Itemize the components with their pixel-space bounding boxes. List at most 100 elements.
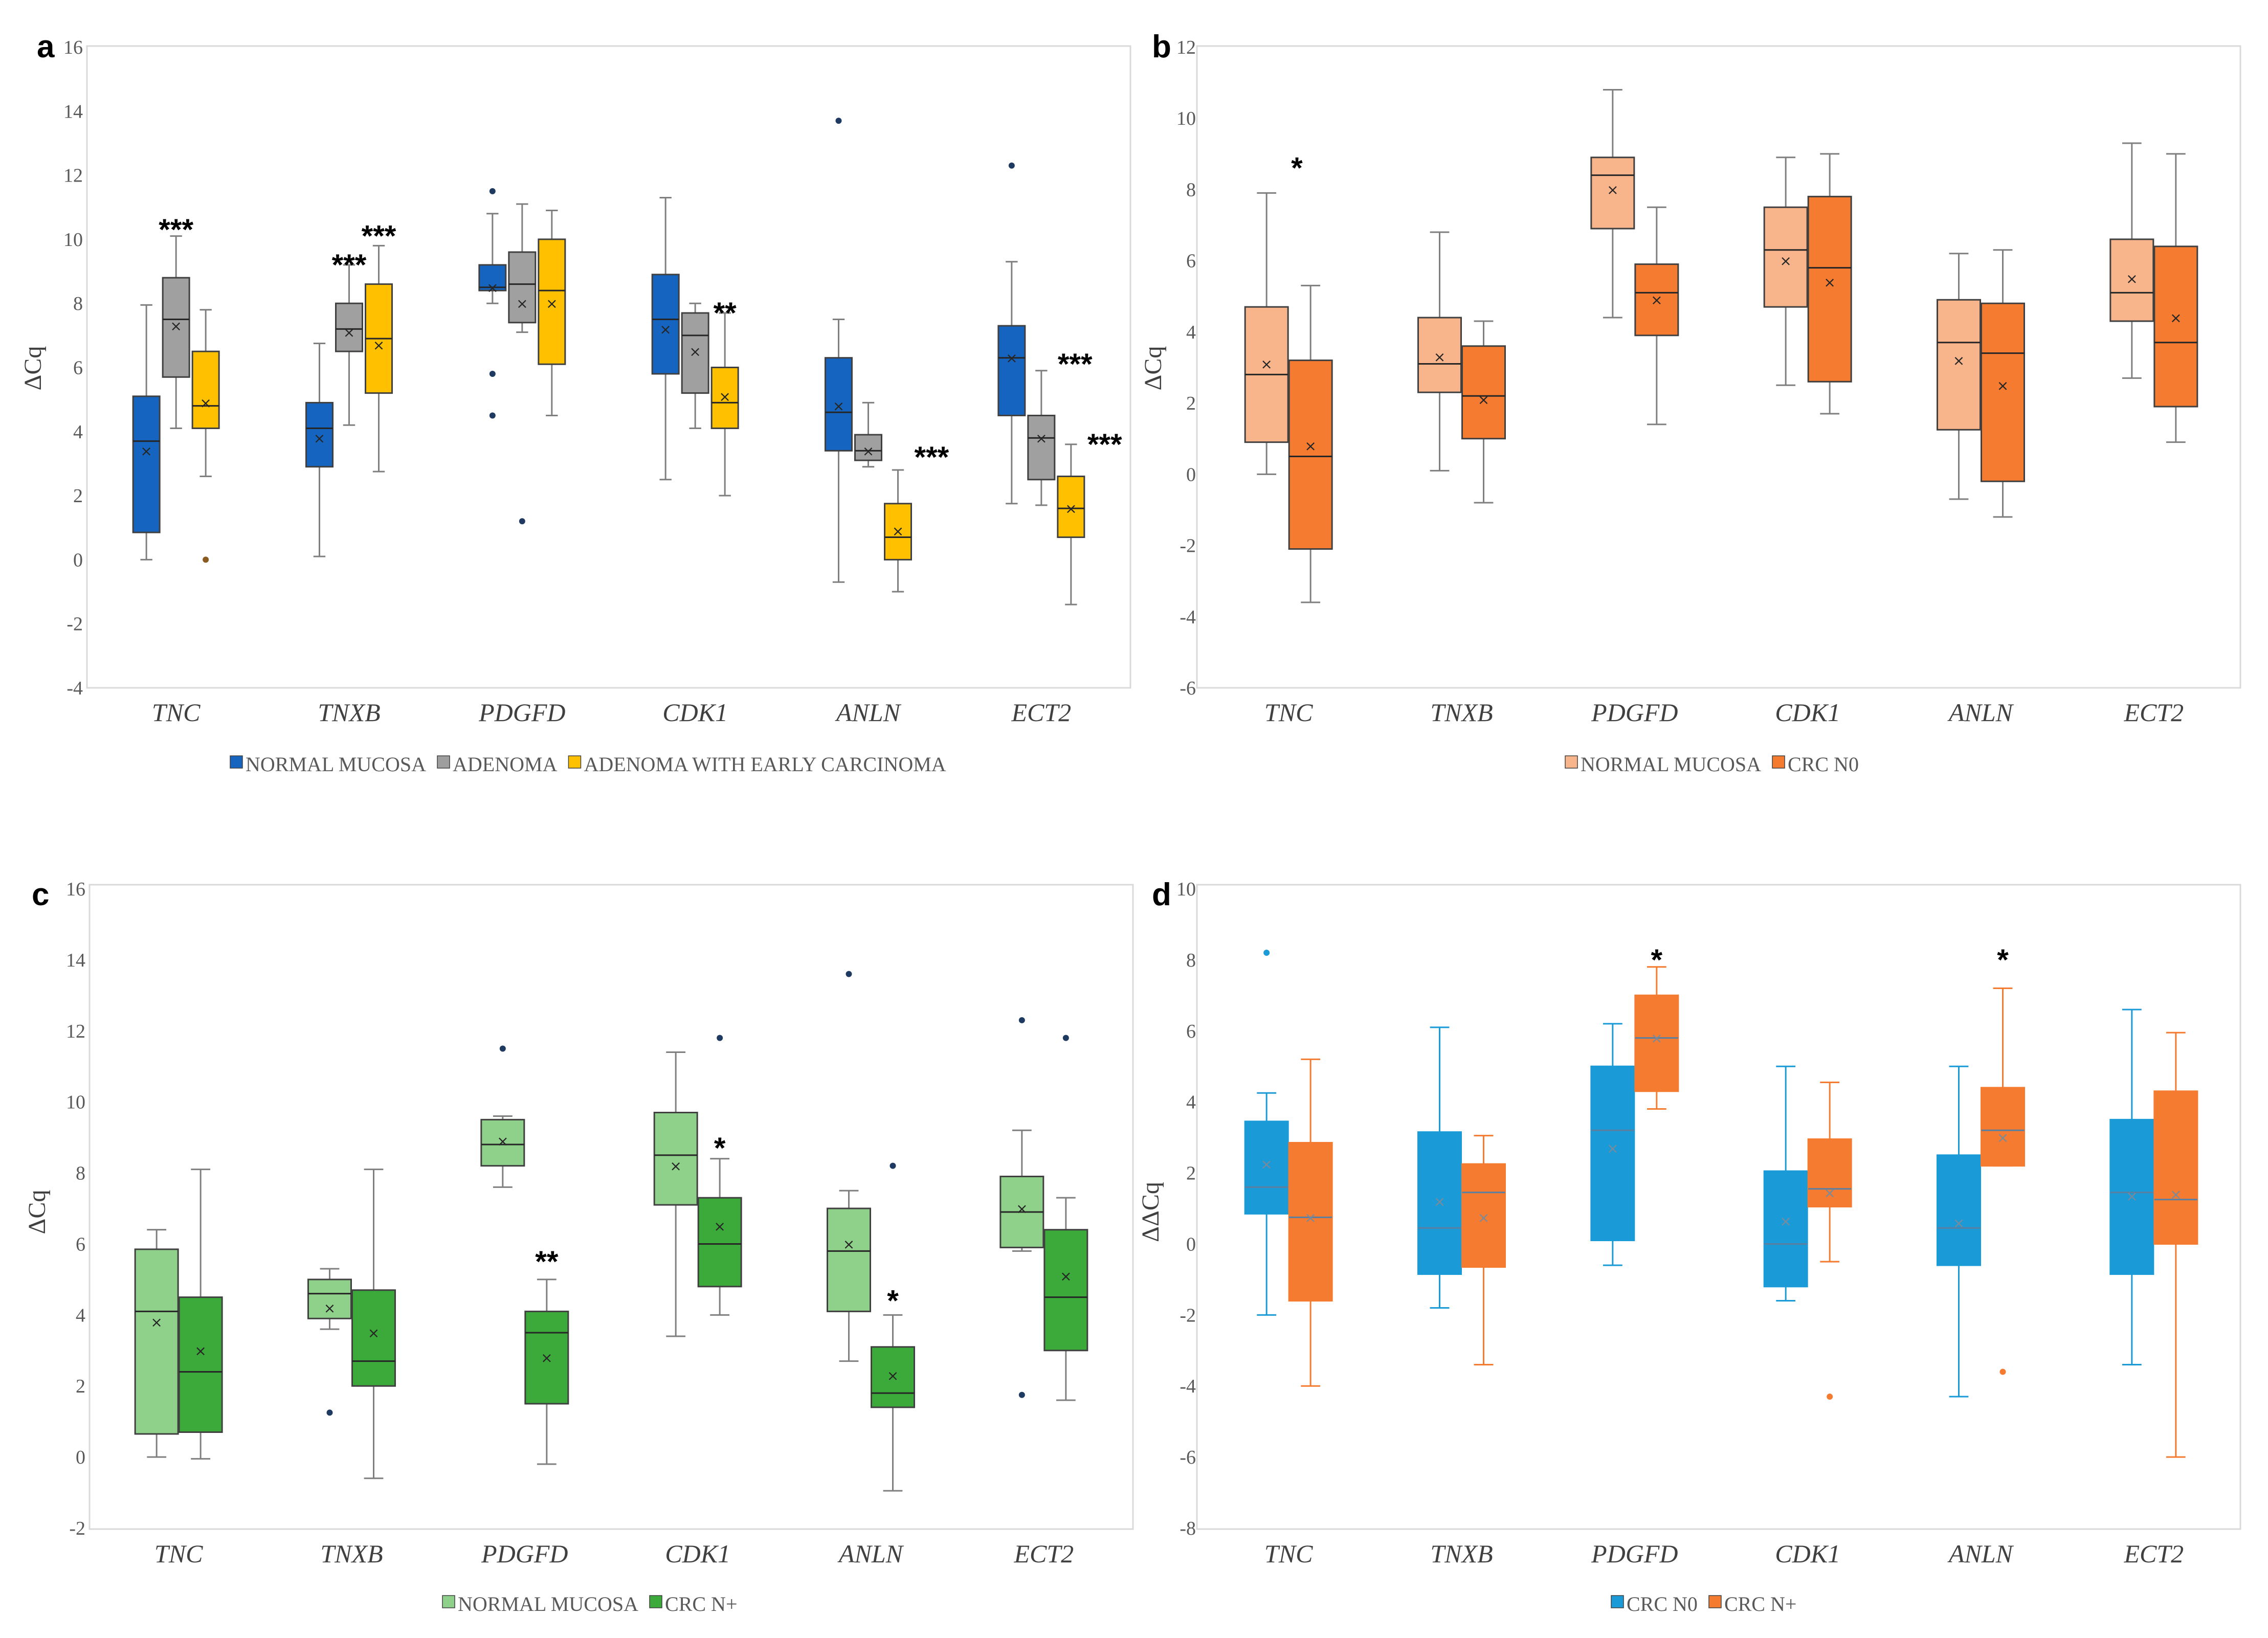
panel-a-ytick-label: 2 — [73, 485, 83, 507]
panel-b-y-axis-title: ΔCq — [1140, 346, 1167, 391]
panel-a-letter: a — [37, 29, 55, 64]
mean-marker: × — [314, 430, 325, 446]
box-adenoma-with-early-carcinoma-pdgfd: × — [538, 210, 566, 416]
box-normal-mucosa-pdgfd: × — [480, 1045, 525, 1188]
outlier-point — [717, 1035, 723, 1041]
box-iqr — [710, 367, 739, 430]
box-crc-n--tnxb: × — [351, 1169, 396, 1479]
panel-d-ytick-label: 0 — [1186, 1233, 1196, 1255]
mean-marker: × — [1824, 274, 1835, 290]
box-iqr — [653, 1112, 698, 1206]
box-crc-n0-pdgfd: × — [1634, 206, 1679, 425]
box-normal-mucosa-tnc: × — [134, 1229, 179, 1458]
panel-b-ytick-label: 6 — [1186, 251, 1196, 272]
panel-d-plot-frame — [1196, 884, 2241, 1530]
box-normal-mucosa-cdk1: × — [651, 196, 680, 481]
significance-marker: * — [714, 1132, 726, 1165]
mean-marker: × — [199, 394, 211, 411]
significance-marker: *** — [1058, 348, 1093, 381]
box-crc-n--tnc: × — [1288, 1058, 1333, 1387]
box-crc-n0-anln: × — [1937, 1065, 1981, 1398]
mean-marker: × — [1780, 1213, 1791, 1229]
box-crc-n0-ect2: × — [2109, 1008, 2154, 1366]
panel-c-ytick-label: 14 — [66, 950, 85, 971]
box-iqr — [1288, 360, 1333, 550]
panel-b-category-label: PDGFD — [1591, 698, 1678, 727]
significance-marker: * — [1291, 152, 1303, 185]
box-iqr — [1634, 994, 1679, 1092]
panel-b-category-label: CDK1 — [1775, 698, 1840, 727]
mean-marker: × — [833, 398, 844, 415]
box-iqr — [1763, 206, 1808, 308]
box-normal-mucosa-ect2: × — [997, 162, 1026, 505]
mean-marker: × — [714, 1218, 725, 1235]
panel-c-category-label: PDGFD — [481, 1539, 568, 1568]
mean-marker: × — [1260, 356, 1272, 373]
mean-marker: × — [541, 1350, 552, 1366]
panel-a-ytick-label: 6 — [73, 357, 83, 379]
legend-entry: CRC N+ — [649, 1592, 738, 1615]
box-normal-mucosa-tnc: × — [132, 304, 161, 560]
significance-marker: ** — [535, 1245, 559, 1278]
legend-label: ADENOMA WITH EARLY CARCINOMA — [584, 753, 946, 776]
panel-c: c -2 0 2 4 6 8 10 12 14 16 ΔCq TNC TNXB PDGFD CDK1 ANLN… — [24, 877, 1134, 1615]
panel-b-category-label: TNXB — [1430, 698, 1493, 727]
panel-c-category-label: TNXB — [320, 1539, 383, 1568]
panel-a-plot-frame — [86, 45, 1131, 689]
mean-marker: × — [1478, 1209, 1489, 1226]
mean-marker: × — [1035, 430, 1047, 446]
box-iqr — [2153, 1090, 2198, 1245]
outlier-point — [846, 971, 852, 977]
box-iqr — [132, 395, 161, 533]
panel-d-ytick-label: -2 — [1180, 1305, 1196, 1326]
box-normal-mucosa-anln: × — [827, 971, 871, 1362]
legend-label: CRC N+ — [665, 1592, 737, 1615]
outlier-point — [519, 518, 525, 525]
box-adenoma-ect2: × — [1027, 370, 1056, 506]
panel-a-ytick-label: 12 — [63, 165, 83, 187]
panel-c-ytick-label: -2 — [69, 1518, 85, 1539]
panel-d-category-label: CDK1 — [1775, 1539, 1840, 1568]
panel-c-ytick-label: 6 — [76, 1233, 85, 1255]
outlier-point — [1062, 1035, 1069, 1041]
panel-b-ytick-label: 4 — [1186, 322, 1196, 343]
legend-swatch — [442, 1595, 455, 1608]
mean-marker: × — [843, 1236, 855, 1252]
mean-marker: × — [1060, 1268, 1072, 1285]
legend-swatch — [1708, 1595, 1722, 1608]
panel-b-letter: b — [1152, 29, 1171, 64]
legend-entry: ADENOMA WITH EARLY CARCINOMA — [568, 753, 946, 776]
mean-marker: × — [1997, 1129, 2009, 1146]
panel-c-ytick-label: 16 — [66, 879, 85, 900]
legend-entry: CRC N0 — [1611, 1592, 1698, 1615]
box-crc-n--cdk1: × — [1807, 1081, 1852, 1400]
panel-b-category-label: ANLN — [1947, 698, 2014, 727]
outlier-point — [499, 1045, 506, 1052]
box-iqr — [480, 1118, 525, 1167]
box-crc-n--cdk1: × — [697, 1035, 742, 1316]
panel-a-plot-layer: -4 -2 0 2 4 6 8 10 12 14 16 ΔCq TNC TNXB PDGFD CDK1 ANLN… — [19, 37, 1122, 776]
box-adenoma-with-early-carcinoma-tnxb: × — [365, 244, 393, 473]
panel-c-ytick-label: 12 — [66, 1021, 85, 1042]
outlier-point — [326, 1409, 333, 1416]
panel-a-ytick-label: 8 — [73, 293, 83, 315]
box-normal-mucosa-tnc: × — [1244, 192, 1289, 475]
box-iqr — [508, 251, 537, 324]
legend-swatch — [437, 755, 450, 769]
box-iqr — [478, 264, 507, 291]
box-iqr — [1057, 476, 1085, 538]
panel-c-ytick-label: 10 — [66, 1092, 85, 1113]
panel-b-ytick-label: 10 — [1176, 108, 1196, 129]
panel-d-ytick-label: -6 — [1180, 1447, 1196, 1468]
panel-c-category-label: CDK1 — [665, 1539, 730, 1568]
box-iqr — [854, 434, 882, 461]
legend-swatch — [230, 755, 243, 769]
legend-label: NORMAL MUCOSA — [246, 753, 426, 776]
box-iqr — [1027, 414, 1056, 481]
mean-marker: × — [719, 388, 730, 405]
box-iqr — [1417, 317, 1462, 393]
box-iqr — [1043, 1229, 1088, 1352]
mean-marker: × — [1006, 350, 1017, 367]
mean-marker: × — [546, 295, 558, 312]
box-crc-n--anln: × — [1981, 987, 2025, 1375]
